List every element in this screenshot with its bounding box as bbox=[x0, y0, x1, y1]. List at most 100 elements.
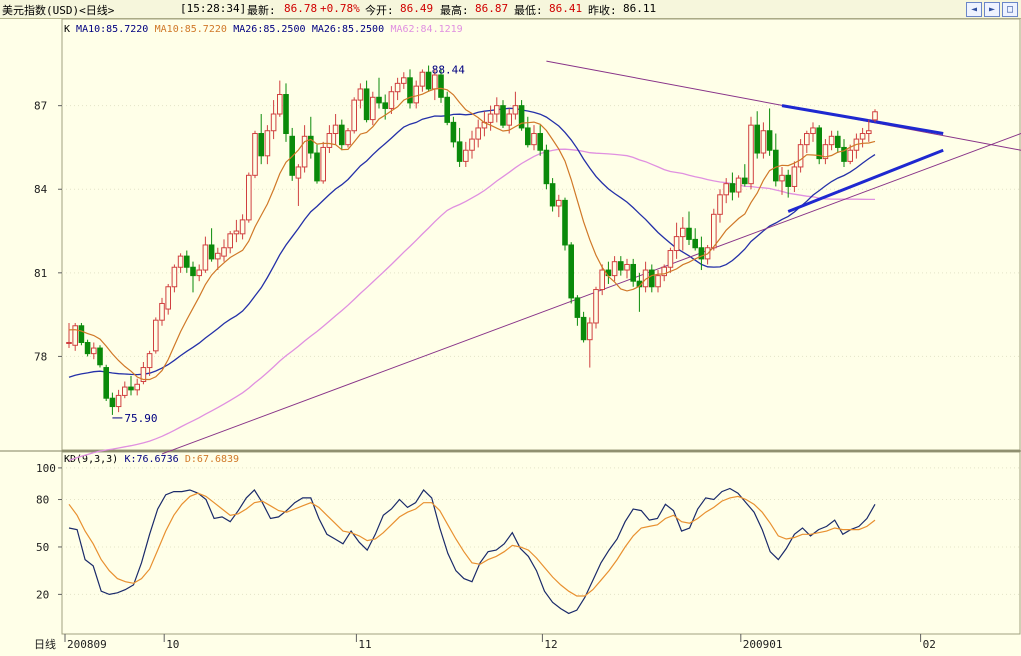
candle-up bbox=[134, 383, 140, 391]
candle-down bbox=[686, 227, 692, 240]
candle-up bbox=[531, 133, 537, 146]
candle-up bbox=[345, 130, 351, 146]
triangle-bottom-line bbox=[787, 148, 944, 213]
candle-up bbox=[661, 266, 668, 277]
candle-down bbox=[537, 133, 544, 151]
candle-up bbox=[351, 99, 357, 132]
candle-down bbox=[425, 71, 432, 90]
xtick-label: 10 bbox=[166, 638, 179, 651]
candle-up bbox=[413, 85, 419, 104]
maximize-icon[interactable]: □ bbox=[1002, 2, 1018, 17]
latest-value: 86.78 bbox=[284, 2, 318, 15]
candle-down bbox=[208, 244, 215, 260]
forward-arrow-icon[interactable]: ► bbox=[984, 2, 1000, 17]
candle-down bbox=[450, 121, 457, 143]
main-legend-item: MA62:84.1219 bbox=[390, 24, 462, 35]
candle-up bbox=[252, 133, 258, 176]
prev-value: 86.11 bbox=[623, 2, 657, 15]
candle-down bbox=[729, 183, 736, 193]
change-value: +0.78% bbox=[320, 2, 360, 15]
candle-up bbox=[680, 227, 686, 238]
back-arrow-icon[interactable]: ◄ bbox=[966, 2, 982, 17]
candle-up bbox=[828, 135, 835, 146]
candle-up bbox=[599, 269, 606, 291]
candle-up bbox=[388, 91, 395, 109]
candle-down bbox=[618, 261, 624, 271]
candle-down bbox=[84, 341, 91, 355]
candle-up bbox=[804, 133, 810, 146]
candle-down bbox=[574, 297, 581, 318]
candle-down bbox=[562, 199, 568, 246]
candle-up bbox=[735, 177, 742, 193]
main-legend-item: MA26:85.2500 bbox=[233, 24, 305, 35]
candle-up bbox=[140, 367, 147, 382]
candle-down bbox=[190, 266, 196, 277]
candle-down bbox=[816, 127, 823, 160]
low-value: 86.41 bbox=[549, 2, 583, 15]
ma62-line bbox=[68, 148, 875, 462]
candle-up bbox=[748, 124, 754, 185]
candle-up bbox=[512, 105, 519, 115]
xtick-label: 02 bbox=[923, 638, 936, 651]
candle-up bbox=[277, 94, 283, 115]
candle-up bbox=[667, 250, 674, 268]
candle-up bbox=[66, 341, 72, 344]
candle-down bbox=[568, 244, 575, 299]
kd-ytick-label: 80 bbox=[36, 494, 49, 507]
candle-up bbox=[797, 144, 804, 168]
main-legend-item: MA10:85.7220 bbox=[155, 24, 227, 35]
candle-down bbox=[103, 367, 110, 399]
candle-down bbox=[363, 88, 370, 121]
candle-up bbox=[326, 133, 333, 148]
main-legend-item: K bbox=[64, 24, 70, 35]
main-ytick-label: 81 bbox=[34, 267, 47, 280]
candle-down bbox=[785, 174, 792, 187]
candle-down bbox=[128, 386, 134, 391]
candle-up bbox=[215, 252, 221, 260]
candle-up bbox=[760, 130, 767, 154]
candle-down bbox=[258, 133, 264, 157]
kd-d-line bbox=[68, 492, 876, 597]
main-ytick-label: 78 bbox=[34, 350, 47, 363]
open-label: 今开: bbox=[365, 4, 394, 17]
instrument-title: 美元指数(USD)<日线> bbox=[2, 4, 115, 17]
candle-down bbox=[308, 135, 314, 154]
candle-down bbox=[742, 177, 748, 185]
candle-up bbox=[233, 230, 240, 235]
latest-label: 最新: bbox=[247, 4, 276, 17]
candle-up bbox=[475, 127, 481, 140]
bottom-axis-label: 日线 bbox=[34, 637, 56, 651]
candle-up bbox=[239, 219, 246, 235]
candle-down bbox=[698, 247, 705, 260]
candle-up bbox=[624, 263, 630, 271]
candle-down bbox=[382, 102, 388, 109]
candle-up bbox=[370, 96, 376, 121]
candle-up bbox=[469, 138, 475, 151]
low-annotation: 75.90 bbox=[124, 412, 157, 425]
main-panel-frame bbox=[61, 18, 1021, 451]
high-value: 86.87 bbox=[475, 2, 509, 15]
candle-up bbox=[115, 394, 122, 408]
candle-down bbox=[630, 263, 637, 282]
candle-up bbox=[91, 347, 97, 355]
candle-up bbox=[866, 130, 872, 135]
candle-up bbox=[587, 322, 593, 341]
candle-up bbox=[810, 127, 816, 135]
candle-down bbox=[184, 255, 190, 268]
candle-up bbox=[859, 133, 866, 140]
kd-legend-item: KD(9,3,3) bbox=[64, 454, 118, 465]
candle-up bbox=[320, 146, 326, 182]
candle-up bbox=[394, 82, 401, 93]
candle-down bbox=[78, 325, 85, 343]
candle-up bbox=[494, 105, 500, 115]
candle-up bbox=[673, 236, 680, 252]
candle-up bbox=[221, 247, 227, 257]
high-label: 最高: bbox=[440, 4, 469, 17]
open-value: 86.49 bbox=[400, 2, 434, 15]
main-legend-item: MA10:85.7220 bbox=[76, 24, 148, 35]
candle-up bbox=[196, 269, 202, 277]
candle-up bbox=[847, 149, 854, 162]
candle-down bbox=[754, 124, 761, 154]
